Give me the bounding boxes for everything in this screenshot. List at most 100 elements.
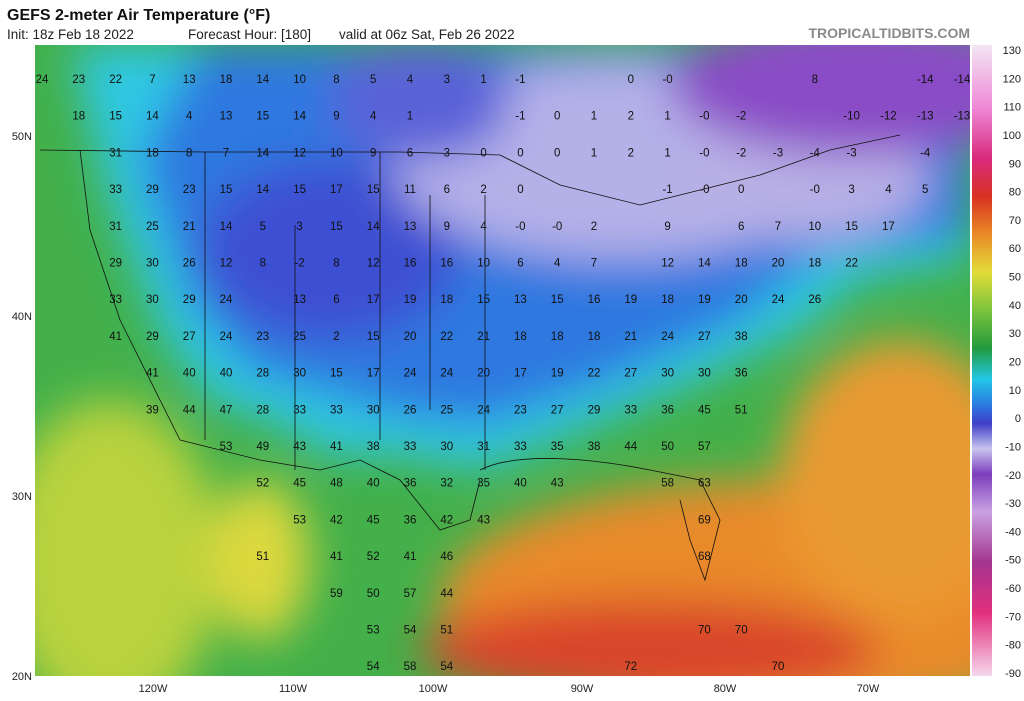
grid-value: -1 [662, 184, 672, 196]
grid-value: 33 [293, 404, 306, 416]
grid-value: 69 [698, 514, 711, 526]
grid-value: -2 [736, 111, 746, 123]
grid-value: -0 [662, 74, 672, 86]
grid-value: 36 [661, 404, 674, 416]
grid-value: 24 [440, 368, 453, 380]
colorbar-tick-label: 30 [1009, 328, 1021, 340]
grid-value: 20 [772, 258, 785, 270]
colorbar-tick-label: -50 [1005, 555, 1021, 567]
colorbar-tick-label: 40 [1009, 300, 1021, 312]
grid-value: 39 [146, 404, 159, 416]
grid-value: 0 [517, 184, 523, 196]
grid-value: 29 [109, 258, 122, 270]
grid-value: 41 [330, 551, 343, 563]
grid-value: 14 [256, 147, 269, 159]
grid-value: -0 [699, 147, 709, 159]
grid-value: 59 [330, 588, 343, 600]
grid-value: 26 [808, 294, 821, 306]
grid-value: 27 [183, 331, 196, 343]
grid-value: 4 [480, 221, 487, 233]
grid-value: -3 [846, 147, 856, 159]
grid-value: 21 [183, 221, 196, 233]
grid-value: 8 [186, 147, 192, 159]
grid-value: 13 [183, 74, 196, 86]
colorbar-tick-label: -20 [1005, 470, 1021, 482]
colorbar-tick-label: 20 [1009, 357, 1021, 369]
grid-value: 12 [661, 258, 674, 270]
grid-value: 5 [260, 221, 266, 233]
grid-value: 30 [661, 368, 674, 380]
lon-label: 70W [857, 683, 880, 695]
grid-value: 15 [845, 221, 858, 233]
grid-value: 0 [628, 74, 634, 86]
grid-value: 24 [404, 368, 417, 380]
grid-value: 18 [735, 258, 748, 270]
grid-value: 35 [551, 441, 564, 453]
colorbar-tick-label: 80 [1009, 187, 1021, 199]
grid-value: 13 [514, 294, 527, 306]
grid-value: 44 [183, 404, 196, 416]
grid-value: 46 [440, 551, 453, 563]
grid-value: 0 [554, 111, 560, 123]
colorbar-tick-label: -10 [1005, 441, 1021, 453]
grid-value: 30 [146, 294, 159, 306]
colorbar-tick-label: -40 [1005, 526, 1021, 538]
grid-value: 26 [183, 258, 196, 270]
grid-value: 51 [256, 551, 269, 563]
grid-value: 14 [146, 111, 159, 123]
grid-value: 2 [333, 331, 339, 343]
grid-value: 41 [330, 441, 343, 453]
grid-value: 0 [554, 147, 560, 159]
grid-value: 25 [146, 221, 159, 233]
grid-value: 4 [554, 258, 561, 270]
grid-value: 14 [220, 221, 233, 233]
grid-value: 23 [72, 74, 85, 86]
grid-value: 17 [330, 184, 343, 196]
grid-value: 36 [404, 514, 417, 526]
grid-value: 16 [404, 258, 417, 270]
boundaries [39, 134, 901, 582]
grid-value: 21 [624, 331, 637, 343]
grid-value: -13 [954, 111, 971, 123]
grid-value: 18 [440, 294, 453, 306]
grid-value: 29 [183, 294, 196, 306]
grid-value: 19 [404, 294, 417, 306]
grid-value: 33 [624, 404, 637, 416]
init: Init: 18z Feb 18 2022 [7, 27, 134, 42]
grid-value: 25 [293, 331, 306, 343]
grid-value: 16 [588, 294, 601, 306]
grid-value: 51 [735, 404, 748, 416]
grid-value: 47 [220, 404, 233, 416]
grid-value: 15 [330, 368, 343, 380]
grid-value: 28 [256, 404, 269, 416]
grid-value: 53 [293, 514, 306, 526]
grid-value: -3 [773, 147, 783, 159]
grid-value: 38 [735, 331, 748, 343]
grid-value: 4 [407, 74, 414, 86]
colorbar-tick-label: 70 [1009, 215, 1021, 227]
colorbar-tick-label: 90 [1009, 158, 1021, 170]
grid-value: 15 [109, 111, 122, 123]
grid-value: 0 [480, 147, 486, 159]
grid-value: 17 [367, 294, 380, 306]
grid-value: 42 [440, 514, 453, 526]
grid-value: -2 [294, 258, 304, 270]
grid-value: 40 [514, 478, 527, 490]
grid-value: 4 [370, 111, 377, 123]
grid-value: 9 [333, 111, 339, 123]
grid-value: 16 [440, 258, 453, 270]
grid-value: 3 [444, 147, 450, 159]
grid-value: 4 [186, 111, 193, 123]
grid-value: 30 [293, 368, 306, 380]
grid-value: 32 [440, 478, 453, 490]
brand: TROPICALTIDBITS.COM [808, 25, 970, 41]
grid-value: 14 [698, 258, 711, 270]
grid-value: 22 [845, 258, 858, 270]
grid-value: 54 [367, 661, 380, 673]
grid-value: 27 [551, 404, 564, 416]
grid-value: 31 [109, 147, 122, 159]
grid-value: 44 [624, 441, 637, 453]
grid-value: 18 [72, 111, 85, 123]
lon-label: 90W [571, 683, 594, 695]
